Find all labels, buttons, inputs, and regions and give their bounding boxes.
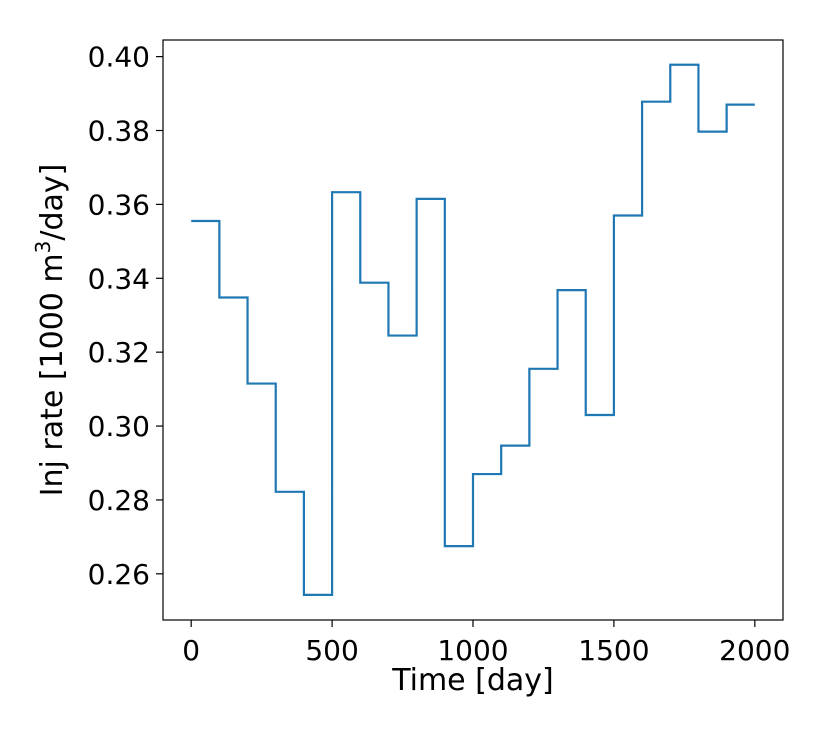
series-line-0 [191,63,755,596]
y-axis-label-superscript: 3 [31,241,55,254]
y-tick-label: 0.38 [88,115,150,148]
x-tick-label: 500 [305,634,358,667]
y-tick-label: 0.26 [88,558,150,591]
x-tick-label: 2000 [719,634,790,667]
y-tick-label: 0.40 [88,41,150,74]
y-axis-label-prefix: Inj rate [1000 m [35,253,70,496]
y-tick-label: 0.30 [88,410,150,443]
x-tick-label: 1000 [437,634,508,667]
y-tick-label: 0.28 [88,484,150,517]
y-axis-label: Inj rate [1000 m3/day] [31,164,70,497]
x-tick-label: 0 [182,634,200,667]
y-tick-label: 0.36 [88,188,150,221]
y-tick-label: 0.32 [88,336,150,369]
axes-frame [162,39,784,621]
y-axis-ticks: 0.26 0.28 0.30 0.32 0.34 0.36 0.38 0.40 [88,41,163,591]
x-axis-ticks: 0 500 1000 1500 2000 [182,620,790,667]
y-axis-label-suffix: /day] [35,164,70,241]
y-tick-label: 0.34 [88,262,150,295]
x-tick-label: 1500 [578,634,649,667]
plot-area [191,63,755,596]
x-axis-label: Time [day] [391,663,554,698]
